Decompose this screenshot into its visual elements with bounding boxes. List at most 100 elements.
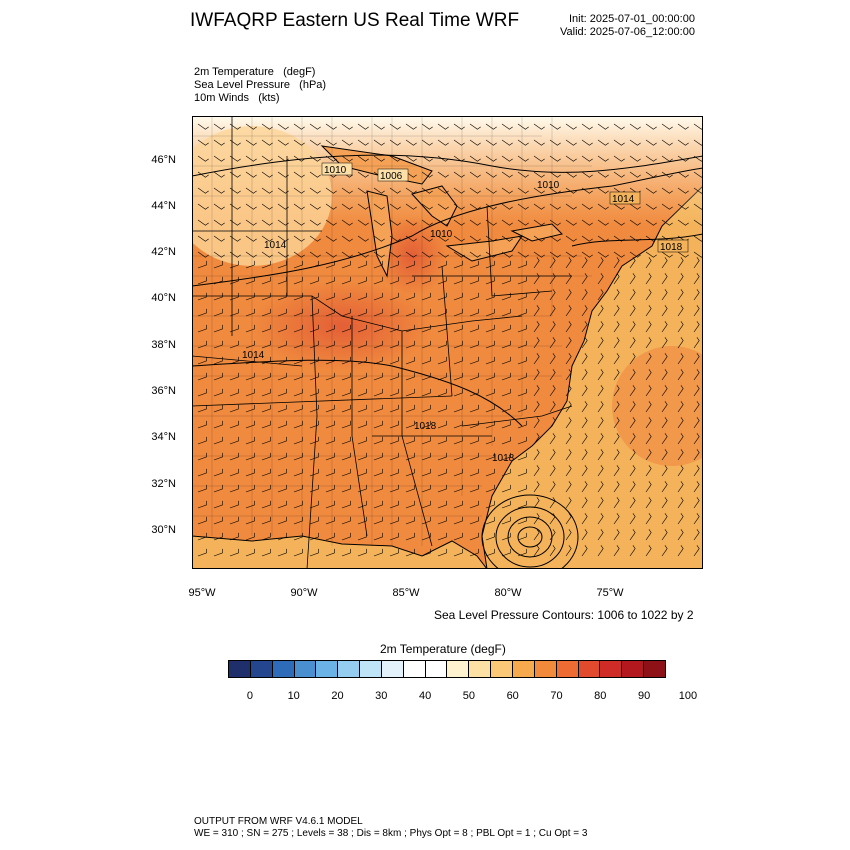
wind-barb bbox=[357, 484, 367, 493]
lon-tick: 75°W bbox=[596, 587, 624, 599]
wind-barb bbox=[293, 203, 305, 210]
wind-barb bbox=[645, 497, 652, 509]
wind-barb bbox=[229, 484, 239, 493]
wind-barb bbox=[277, 171, 289, 178]
wind-barb bbox=[213, 388, 223, 397]
wind-barb bbox=[645, 449, 652, 461]
wind-barb bbox=[373, 251, 385, 258]
wind-barb bbox=[661, 123, 673, 130]
wind-barb bbox=[501, 388, 511, 397]
wind-barb bbox=[341, 340, 351, 349]
wind-barb bbox=[213, 436, 223, 445]
wind-barb bbox=[325, 123, 337, 130]
wind-barb bbox=[421, 292, 431, 301]
wind-barb bbox=[293, 436, 303, 445]
wind-barb bbox=[341, 500, 351, 509]
wind-barb bbox=[357, 516, 367, 525]
wind-barb bbox=[485, 468, 495, 477]
wind-barb bbox=[309, 251, 321, 258]
wind-barb bbox=[421, 139, 433, 146]
wind-barb bbox=[565, 139, 577, 146]
wind-barb bbox=[341, 203, 353, 210]
wind-barb bbox=[373, 356, 383, 365]
wind-barb bbox=[197, 235, 209, 242]
wind-barb bbox=[213, 340, 223, 349]
wind-barb bbox=[229, 356, 239, 365]
wind-barb bbox=[197, 452, 207, 461]
wind-barb bbox=[533, 219, 545, 226]
wind-barb bbox=[277, 155, 289, 162]
wind-barb bbox=[581, 369, 588, 381]
wind-barb bbox=[533, 385, 540, 397]
wind-barb bbox=[261, 532, 271, 541]
wind-barb bbox=[197, 548, 207, 557]
wind-barb bbox=[341, 187, 353, 194]
wind-barb bbox=[341, 292, 351, 301]
wind-barb bbox=[405, 340, 415, 349]
wind-barb bbox=[565, 497, 572, 509]
lat-tick: 32°N bbox=[151, 478, 176, 490]
wind-barb bbox=[357, 388, 367, 397]
wind-barb bbox=[629, 417, 636, 429]
wind-barb bbox=[581, 289, 588, 301]
wind-barb bbox=[597, 187, 609, 194]
wind-barb bbox=[261, 372, 271, 381]
wind-barb bbox=[261, 139, 273, 146]
wind-barb bbox=[453, 171, 465, 178]
wind-barb bbox=[453, 436, 463, 445]
wind-barb bbox=[325, 155, 337, 162]
wind-barb bbox=[309, 548, 319, 557]
wind-barb bbox=[357, 356, 367, 365]
wind-barb bbox=[229, 420, 239, 429]
wind-barb bbox=[325, 516, 335, 525]
wind-barb bbox=[341, 155, 353, 162]
wind-barb bbox=[245, 292, 255, 301]
wind-barb bbox=[197, 356, 207, 365]
wind-barb bbox=[629, 433, 636, 445]
wind-barb bbox=[325, 292, 335, 301]
wind-barb bbox=[341, 516, 351, 525]
wind-barb bbox=[373, 548, 383, 557]
wind-barb bbox=[597, 529, 604, 541]
wind-barb bbox=[277, 436, 287, 445]
wind-barb bbox=[197, 292, 207, 301]
wind-barb bbox=[229, 123, 241, 130]
wind-barb bbox=[373, 388, 383, 397]
wind-barb bbox=[533, 235, 545, 242]
wind-barb bbox=[597, 449, 604, 461]
wind-barb bbox=[453, 187, 465, 194]
wind-barb bbox=[229, 187, 241, 194]
wind-barb bbox=[437, 372, 447, 381]
wind-barb bbox=[597, 171, 609, 178]
wind-barb bbox=[437, 139, 449, 146]
wind-barb bbox=[373, 516, 383, 525]
wind-barb bbox=[629, 257, 636, 269]
wind-barb bbox=[341, 468, 351, 477]
wind-barb bbox=[437, 260, 447, 269]
wind-barb bbox=[661, 417, 668, 429]
wind-barb bbox=[197, 171, 209, 178]
wind-barb bbox=[261, 548, 271, 557]
wind-barb bbox=[293, 516, 303, 525]
wind-barb bbox=[613, 497, 620, 509]
wind-barb bbox=[645, 353, 652, 365]
wind-barb bbox=[645, 123, 657, 130]
wind-barb bbox=[261, 516, 271, 525]
wind-barb bbox=[565, 235, 577, 242]
wind-barb bbox=[261, 292, 271, 301]
wind-barb bbox=[677, 385, 684, 397]
wind-barb bbox=[373, 500, 383, 509]
wind-barb bbox=[437, 324, 447, 333]
wind-barb bbox=[661, 321, 668, 333]
wind-barb bbox=[341, 324, 351, 333]
wind-barb bbox=[469, 251, 481, 258]
wind-barb bbox=[453, 388, 463, 397]
wind-barb bbox=[693, 235, 703, 242]
wind-barb bbox=[405, 292, 415, 301]
colorbar-cell bbox=[534, 661, 557, 677]
wind-barb bbox=[405, 308, 415, 317]
wind-barb bbox=[405, 171, 417, 178]
wind-barb bbox=[597, 545, 604, 557]
wind-barb bbox=[437, 468, 447, 477]
wind-barb bbox=[405, 260, 415, 269]
